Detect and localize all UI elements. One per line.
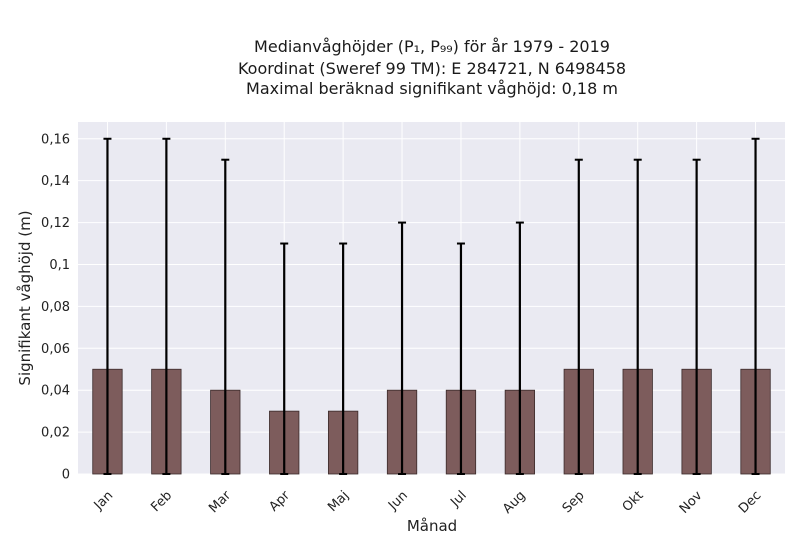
y-tick-label: 0,14 <box>41 174 70 189</box>
error-bar-feb <box>162 137 171 475</box>
error-bar-okt <box>633 158 642 475</box>
y-tick-label: 0,12 <box>41 216 70 231</box>
y-tick-label: 0,08 <box>41 300 70 315</box>
error-bars <box>103 137 760 475</box>
error-bar-mar <box>221 158 230 475</box>
x-tick-label-jan: Jan <box>91 488 116 513</box>
chart-title: Medianvåghöjder (P₁, P₉₉) för år 1979 - … <box>238 37 626 98</box>
y-tick-label: 0,04 <box>41 384 70 399</box>
error-bar-dec <box>751 137 760 475</box>
error-bar-sep <box>574 158 583 475</box>
title-line-3: Maximal beräknad signifikant våghöjd: 0,… <box>246 79 618 98</box>
error-bar-jun <box>398 221 407 475</box>
x-axis-label: Månad <box>407 517 457 535</box>
y-axis-ticks: 0 0,02 0,04 0,06 0,08 0,1 0,12 0,14 0,16 <box>41 132 70 482</box>
error-bar-jul <box>456 242 465 475</box>
x-tick-label-mar: Mar <box>206 488 234 516</box>
x-tick-label-sep: Sep <box>560 488 588 516</box>
y-tick-label: 0,1 <box>49 258 70 273</box>
y-tick-label: 0,02 <box>41 426 70 441</box>
x-tick-label-jul: Jul <box>447 488 469 510</box>
x-tick-label-okt: Okt <box>620 488 647 515</box>
error-bar-aug <box>515 221 524 475</box>
x-axis-ticks: Jan Feb Mar Apr Maj Jun Jul Aug Sep Okt Nov Dec <box>91 488 765 517</box>
y-tick-label: 0 <box>62 468 70 483</box>
x-tick-label-jun: Jun <box>385 488 411 514</box>
title-line-1: Medianvåghöjder (P₁, P₉₉) för år 1979 - … <box>254 37 610 56</box>
x-tick-label-nov: Nov <box>677 488 706 517</box>
y-tick-label: 0,06 <box>41 342 70 357</box>
plot-area <box>78 122 785 474</box>
error-bar-apr <box>280 242 289 475</box>
y-axis-label: Signifikant våghöjd (m) <box>16 210 34 385</box>
error-bar-maj <box>339 242 348 475</box>
x-tick-label-aug: Aug <box>500 488 529 517</box>
x-tick-label-feb: Feb <box>148 488 175 515</box>
title-line-2: Koordinat (Sweref 99 TM): E 284721, N 64… <box>238 59 626 78</box>
error-bar-jan <box>103 137 112 475</box>
x-tick-label-maj: Maj <box>325 488 352 515</box>
error-bar-nov <box>692 158 701 475</box>
y-tick-label: 0,16 <box>41 132 70 147</box>
x-tick-label-apr: Apr <box>267 488 294 515</box>
x-tick-label-dec: Dec <box>736 488 764 516</box>
